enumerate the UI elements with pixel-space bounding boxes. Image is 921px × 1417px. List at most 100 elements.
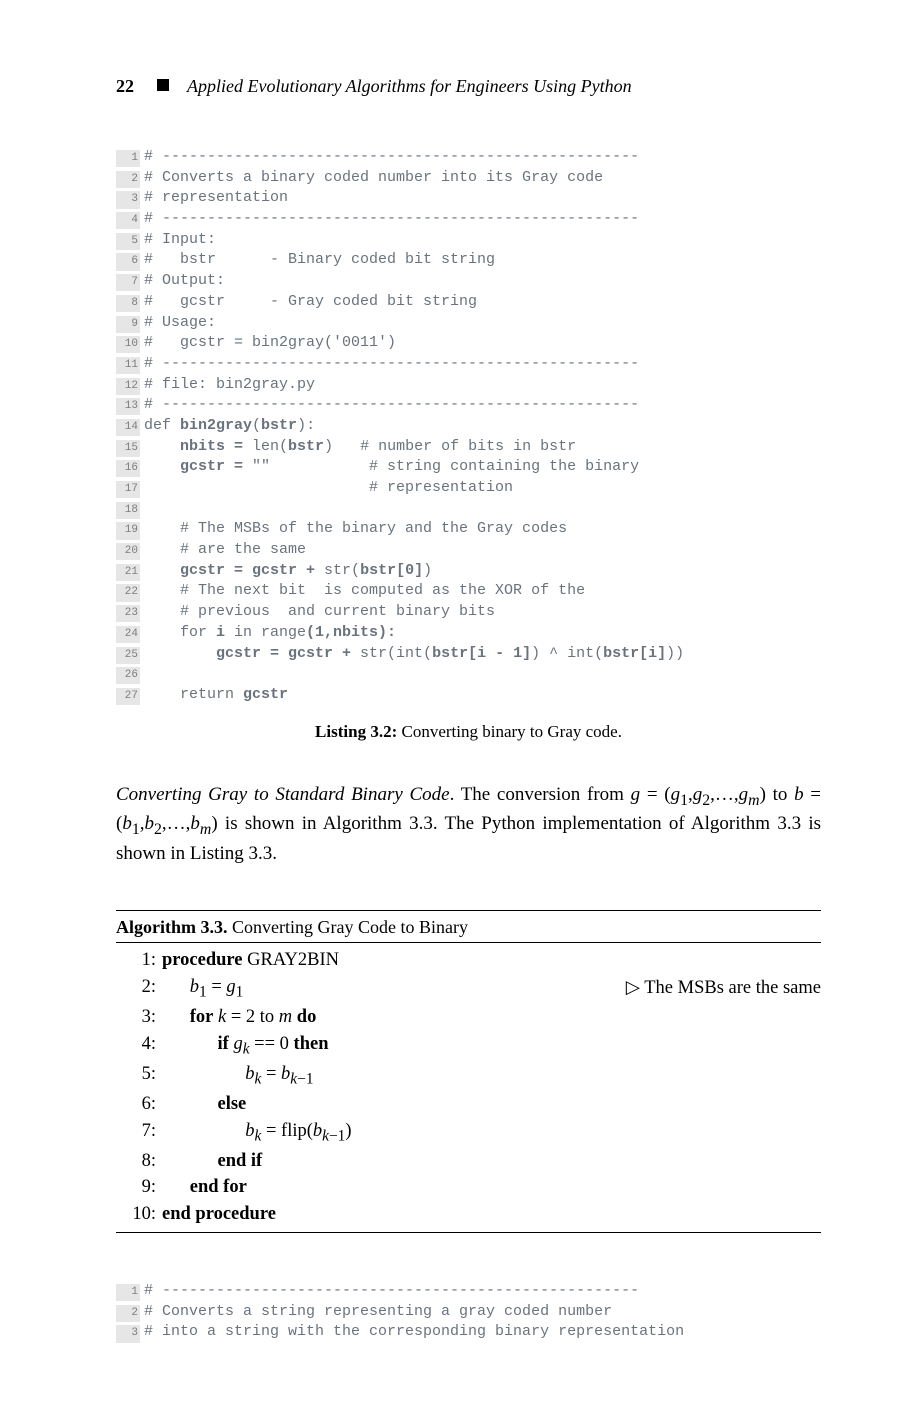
line-number: 2	[116, 171, 140, 188]
algorithm-line-content: if gk == 0 then	[162, 1031, 821, 1061]
code-line: 3# into a string with the corresponding …	[116, 1322, 821, 1343]
line-number: 14	[116, 419, 140, 436]
body-paragraph: Converting Gray to Standard Binary Code.…	[116, 782, 821, 866]
algorithm-line-content: bk = flip(bk−1)	[162, 1118, 821, 1148]
code-text: return gcstr	[144, 686, 288, 703]
line-number: 3	[116, 191, 140, 208]
line-number: 22	[116, 584, 140, 601]
algorithm-line-content: for k = 2 to m do	[162, 1004, 821, 1031]
line-number: 19	[116, 522, 140, 539]
algorithm-line-number: 10:	[116, 1201, 162, 1228]
line-number: 20	[116, 543, 140, 560]
line-number: 13	[116, 398, 140, 415]
algorithm-line-content: end procedure	[162, 1201, 821, 1228]
code-line: 6# bstr - Binary coded bit string	[116, 250, 821, 271]
algorithm-line-content: b1 = g1	[162, 974, 626, 1004]
algorithm-title: Algorithm 3.3. Converting Gray Code to B…	[116, 913, 821, 943]
line-number: 3	[116, 1325, 140, 1342]
code-line: 12# file: bin2gray.py	[116, 375, 821, 396]
algorithm-body: 1:procedure GRAY2BIN2: b1 = g1▷ The MSBs…	[116, 947, 821, 1228]
line-number: 7	[116, 274, 140, 291]
code-listing-2: 1# -------------------------------------…	[116, 1281, 821, 1343]
code-line: 9# Usage:	[116, 313, 821, 334]
code-line: 26	[116, 664, 821, 685]
line-number: 6	[116, 253, 140, 270]
line-number: 10	[116, 336, 140, 353]
code-text: # gcstr - Gray coded bit string	[144, 293, 477, 310]
line-number: 11	[116, 357, 140, 374]
code-line: 10# gcstr = bin2gray('0011')	[116, 333, 821, 354]
code-line: 14def bin2gray(bstr):	[116, 416, 821, 437]
code-line: 11# ------------------------------------…	[116, 354, 821, 375]
code-text: # Output:	[144, 272, 225, 289]
code-text: # representation	[144, 479, 513, 496]
code-line: 1# -------------------------------------…	[116, 1281, 821, 1302]
code-text: def bin2gray(bstr):	[144, 417, 315, 434]
code-line: 22 # The next bit is computed as the XOR…	[116, 581, 821, 602]
line-number: 26	[116, 667, 140, 684]
algorithm-line: 2: b1 = g1▷ The MSBs are the same	[116, 974, 821, 1004]
line-number: 17	[116, 481, 140, 498]
code-text: for i in range(1,nbits):	[144, 624, 396, 641]
code-text: # The next bit is computed as the XOR of…	[144, 582, 585, 599]
code-line: 21 gcstr = gcstr + str(bstr[0])	[116, 561, 821, 582]
algorithm-line-number: 4:	[116, 1031, 162, 1061]
code-line: 24 for i in range(1,nbits):	[116, 623, 821, 644]
code-line: 18	[116, 499, 821, 520]
page-content: 22 Applied Evolutionary Algorithms for E…	[0, 0, 921, 1417]
line-number: 1	[116, 150, 140, 167]
code-text: gcstr = "" # string containing the binar…	[144, 458, 639, 475]
algorithm-line: 4: if gk == 0 then	[116, 1031, 821, 1061]
code-text: # into a string with the corresponding b…	[144, 1323, 684, 1340]
paragraph-lead: Converting Gray to Standard Binary Code	[116, 784, 450, 805]
algorithm-line-content: bk = bk−1	[162, 1061, 821, 1091]
code-text: # file: bin2gray.py	[144, 376, 315, 393]
line-number: 8	[116, 295, 140, 312]
line-number: 5	[116, 233, 140, 250]
listing-caption-text: Converting binary to Gray code.	[397, 722, 622, 741]
listing-caption: Listing 3.2: Converting binary to Gray c…	[116, 722, 821, 742]
code-line: 16 gcstr = "" # string containing the bi…	[116, 457, 821, 478]
code-line: 1# -------------------------------------…	[116, 147, 821, 168]
line-number: 25	[116, 647, 140, 664]
code-text: # --------------------------------------…	[144, 396, 639, 413]
line-number: 2	[116, 1305, 140, 1322]
paragraph-text-3: is shown in Algorithm 3.3. The Python im…	[116, 813, 821, 864]
code-text: gcstr = gcstr + str(int(bstr[i - 1]) ^ i…	[144, 645, 684, 662]
algorithm-line-number: 1:	[116, 947, 162, 974]
code-text: # representation	[144, 189, 288, 206]
algorithm-line-number: 7:	[116, 1118, 162, 1148]
line-number: 12	[116, 378, 140, 395]
code-text: # previous and current binary bits	[144, 603, 495, 620]
code-line: 17 # representation	[116, 478, 821, 499]
algorithm-title-text: Converting Gray Code to Binary	[228, 917, 468, 937]
line-number: 1	[116, 1284, 140, 1301]
line-number: 15	[116, 440, 140, 457]
algorithm-line-number: 8:	[116, 1148, 162, 1175]
line-number: 9	[116, 316, 140, 333]
paragraph-text-2: to	[766, 784, 794, 805]
algorithm-comment: ▷ The MSBs are the same	[626, 974, 821, 1004]
code-text: # Usage:	[144, 314, 216, 331]
code-line: 15 nbits = len(bstr) # number of bits in…	[116, 437, 821, 458]
algorithm-line: 6: else	[116, 1091, 821, 1118]
code-line: 2# Converts a binary coded number into i…	[116, 168, 821, 189]
algorithm-line-number: 6:	[116, 1091, 162, 1118]
code-line: 20 # are the same	[116, 540, 821, 561]
code-line: 4# -------------------------------------…	[116, 209, 821, 230]
algorithm-line-number: 2:	[116, 974, 162, 1004]
algorithm-line-content: procedure GRAY2BIN	[162, 947, 821, 974]
line-number: 21	[116, 564, 140, 581]
algorithm-line-content: end if	[162, 1148, 821, 1175]
code-text: # --------------------------------------…	[144, 355, 639, 372]
page-header: 22 Applied Evolutionary Algorithms for E…	[116, 76, 821, 97]
code-line: 13# ------------------------------------…	[116, 395, 821, 416]
line-number: 23	[116, 605, 140, 622]
code-text: # bstr - Binary coded bit string	[144, 251, 495, 268]
code-line: 5# Input:	[116, 230, 821, 251]
header-square-icon	[157, 79, 169, 91]
algorithm-line: 9: end for	[116, 1174, 821, 1201]
code-line: 19 # The MSBs of the binary and the Gray…	[116, 519, 821, 540]
code-text: # --------------------------------------…	[144, 1282, 639, 1299]
code-text: gcstr = gcstr + str(bstr[0])	[144, 562, 432, 579]
